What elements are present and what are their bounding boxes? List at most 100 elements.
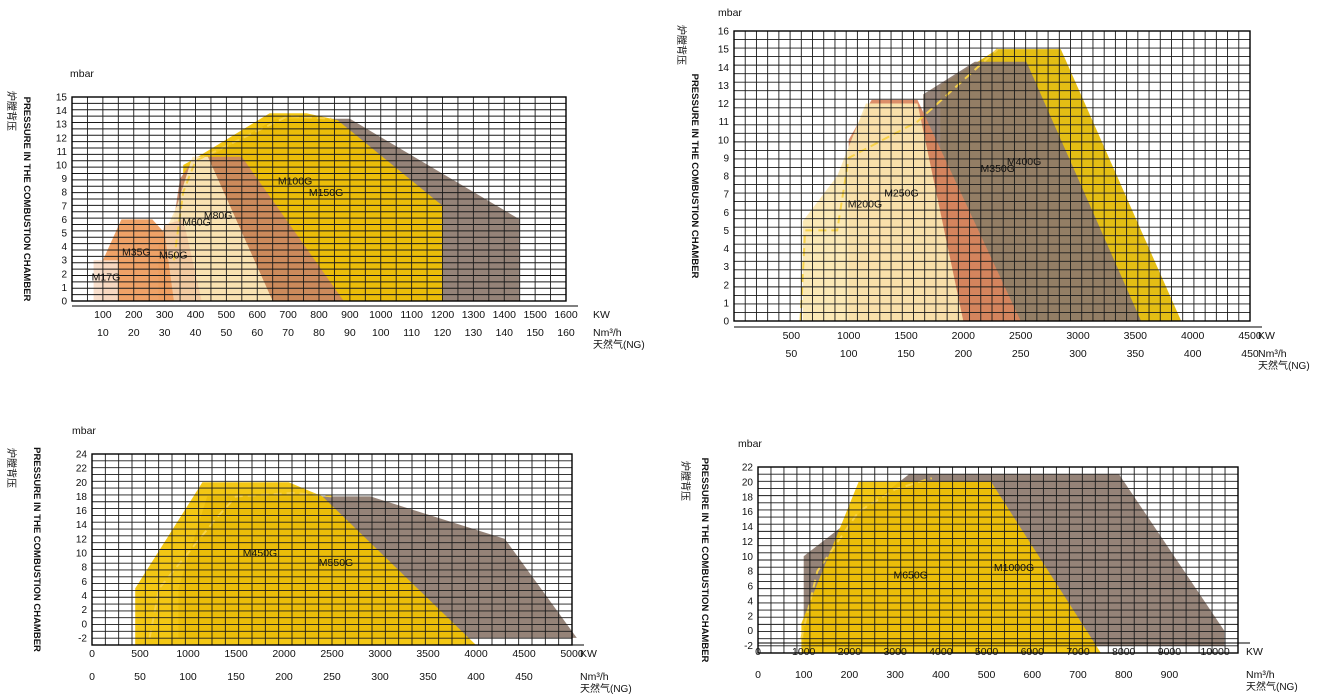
x-tick-label-kw: 700: [279, 309, 297, 321]
y-tick-label: 11: [719, 117, 730, 128]
x-tick-label-flow: 400: [467, 671, 485, 683]
x-tick-label-kw: 2000: [838, 646, 862, 658]
y-tick-label: 0: [81, 619, 87, 630]
series-label-M350G: M350G: [981, 163, 1015, 175]
x-tick-label-flow: 400: [932, 669, 950, 681]
x-tick-label-flow: 0: [755, 669, 761, 681]
x-tick-label-kw: 1000: [837, 330, 861, 342]
chart4-dashed-line: [800, 477, 932, 639]
x-tick-label-kw: 600: [248, 309, 266, 321]
chart4-plot-border: [757, 466, 1239, 654]
x-tick-label-flow: 130: [465, 327, 483, 339]
y-tick-label: 9: [61, 174, 67, 185]
y-tick-label: 10: [718, 135, 730, 146]
x-tick-label-kw: 1500: [523, 309, 547, 321]
y-axis-title: PRESSURE IN THE COMBUSTION CHAMBER: [31, 447, 42, 652]
y-tick-label: 3: [61, 256, 67, 267]
y-tick-label: 7: [723, 190, 729, 201]
x-tick-label-kw: 7000: [1066, 646, 1090, 658]
series-label-M60G: M60G: [182, 217, 211, 229]
y-tick-label: 14: [742, 522, 754, 533]
y-tick-label: -2: [78, 633, 87, 644]
y-tick-label: 4: [81, 591, 87, 602]
x-tick-label-kw: 2500: [320, 648, 344, 660]
x-tick-label-kw: 4000: [464, 648, 488, 660]
x-tick-label-kw: 500: [783, 330, 801, 342]
x-tick-label-flow: 40: [190, 327, 202, 339]
x-tick-label-kw: 500: [218, 309, 236, 321]
x-tick-label-kw: 1400: [493, 309, 517, 321]
y-tick-label: 15: [56, 93, 68, 104]
series-label-M17G: M17G: [92, 272, 121, 284]
series-label-M100G: M100G: [278, 176, 312, 188]
series-label-M150G: M150G: [309, 187, 343, 199]
x-tick-label-kw: 4500: [512, 648, 536, 660]
y-tick-label: 13: [718, 81, 730, 92]
x-tick-label-kw: 0: [755, 646, 761, 658]
x-tick-label-kw: 3000: [883, 646, 907, 658]
y-tick-label: 10: [742, 552, 754, 563]
series-label-M450G: M450G: [243, 548, 277, 560]
x-tick-label-flow: 100: [179, 671, 197, 683]
y-tick-label: 8: [61, 188, 67, 199]
x-tick-label-flow: 400: [1184, 348, 1202, 360]
x-tick-label-flow: 300: [886, 669, 904, 681]
y-tick-label: 22: [742, 463, 754, 474]
y-axis-title-cn: 炉膛背压: [5, 448, 18, 488]
y-tick-label: 15: [718, 45, 730, 56]
y-tick-label: 14: [718, 63, 730, 74]
x-tick-label-flow: 120: [434, 327, 452, 339]
x-tick-label-flow: 900: [1161, 669, 1179, 681]
x-tick-label-kw: 5000: [975, 646, 999, 658]
y-tick-label: 6: [723, 208, 729, 219]
chart3-dashed-line: [148, 491, 333, 639]
x-tick-label-flow: 90: [344, 327, 356, 339]
x-tick-label-flow: 80: [313, 327, 325, 339]
x-tick-label-kw: 1000: [792, 646, 816, 658]
y-tick-label: 20: [76, 478, 88, 489]
fuel-label: 天然气(NG): [1258, 359, 1310, 372]
series-label-M80G: M80G: [204, 210, 233, 222]
x-tick-label-kw: 3000: [1066, 330, 1090, 342]
series-label-M250G: M250G: [884, 187, 918, 199]
fuel-label: 天然气(NG): [580, 682, 632, 695]
x-tick-label-flow: 200: [275, 671, 293, 683]
x-tick-label-flow: 140: [495, 327, 513, 339]
y-tick-label: 20: [742, 477, 754, 488]
x-tick-label-flow: 100: [840, 348, 858, 360]
x-tick-label-flow: 250: [323, 671, 341, 683]
y-tick-label: 12: [718, 99, 730, 110]
x-tick-label-kw: 100: [94, 309, 112, 321]
x-tick-label-flow: 150: [526, 327, 544, 339]
y-tick-label: 11: [57, 147, 68, 158]
flow-unit-label: Nm³/h: [1258, 348, 1287, 360]
y-tick-label: 14: [76, 520, 88, 531]
series-label-M35G: M35G: [122, 247, 151, 259]
y-tick-label: 12: [76, 534, 88, 545]
y-tick-label: 8: [747, 567, 753, 578]
series-label-M550G: M550G: [319, 557, 353, 569]
x-tick-label-kw: 2000: [952, 330, 976, 342]
x-tick-label-flow: 300: [1069, 348, 1087, 360]
series-label-M50G: M50G: [159, 250, 188, 262]
fuel-label: 天然气(NG): [1246, 680, 1298, 693]
y-tick-label: 16: [742, 507, 754, 518]
y-tick-label: 4: [747, 596, 753, 607]
y-tick-label: 2: [61, 269, 67, 280]
x-tick-label-kw: 1600: [554, 309, 578, 321]
x-tick-label-flow: 150: [227, 671, 245, 683]
x-tick-label-kw: 300: [156, 309, 174, 321]
series-label-M1000G: M1000G: [994, 562, 1034, 574]
x-tick-label-kw: 4000: [929, 646, 953, 658]
y-tick-label: 7: [61, 201, 67, 212]
x-tick-label-kw: 3000: [368, 648, 392, 660]
y-tick-label: 3: [723, 262, 729, 273]
series-area-M17G: [93, 260, 119, 301]
x-tick-label-flow: 50: [221, 327, 233, 339]
y-tick-label: 5: [723, 226, 729, 237]
x-tick-label-flow: 800: [1115, 669, 1133, 681]
